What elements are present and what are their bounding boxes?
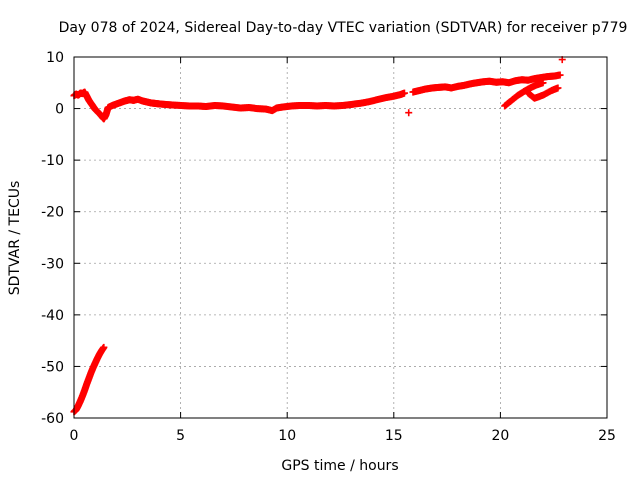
y-tick-label: 0 — [55, 102, 64, 118]
data-point — [100, 343, 108, 351]
y-tick-label: -60 — [41, 411, 64, 427]
chart-title: Day 078 of 2024, Sidereal Day-to-day VTE… — [59, 20, 628, 36]
y-axis-title: SDTVAR / TECUs — [7, 181, 23, 296]
x-tick-label: 15 — [385, 428, 403, 444]
series-group — [70, 56, 566, 123]
x-axis-title: GPS time / hours — [281, 458, 398, 474]
x-tick-label: 20 — [491, 428, 509, 444]
y-tick-label: -30 — [41, 256, 64, 272]
x-tick-label: 5 — [176, 428, 185, 444]
y-tick-label: -20 — [41, 205, 64, 221]
series-layer — [70, 56, 566, 416]
data-point — [556, 71, 564, 79]
x-tick-label: 25 — [598, 428, 616, 444]
plot-frame — [73, 56, 608, 419]
series-group — [70, 343, 108, 416]
tick-layer: 0 5 10 15 20 25 -60 -50 -40 -30 -20 -10 0 10 — [41, 50, 616, 444]
y-tick-label: -40 — [41, 308, 64, 324]
x-tick-label: 0 — [70, 428, 79, 444]
data-point — [400, 89, 408, 97]
y-tick-label: -10 — [41, 153, 64, 169]
series-group — [501, 79, 562, 110]
y-tick-label: -50 — [41, 359, 64, 375]
x-tick-label: 10 — [278, 428, 296, 444]
data-point — [405, 109, 413, 117]
y-tick-label: 10 — [46, 50, 64, 66]
data-point — [554, 84, 562, 92]
data-point — [539, 79, 547, 87]
